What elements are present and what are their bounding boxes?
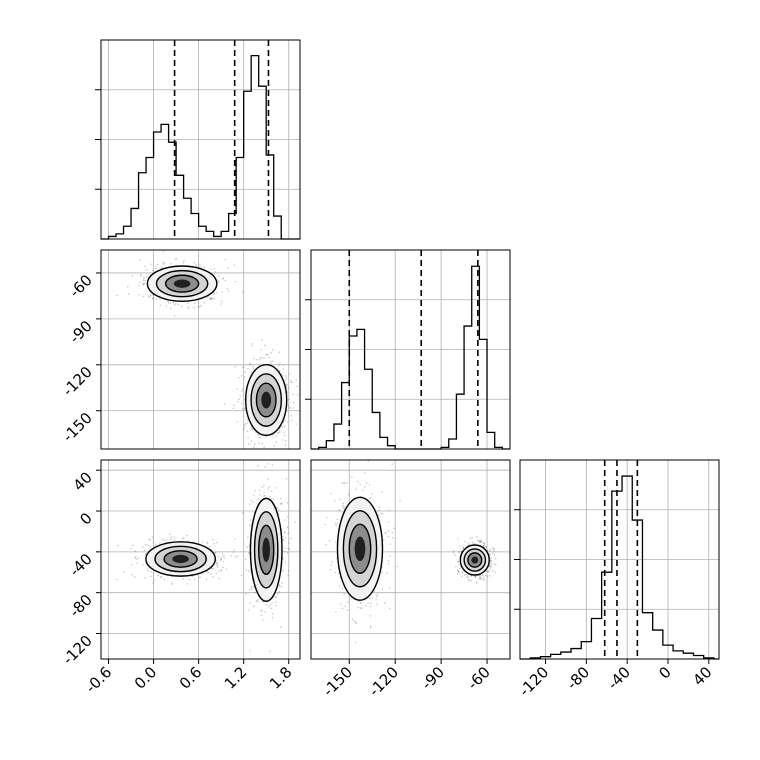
density-0-cluster-1-contour-2 <box>255 382 277 418</box>
x-axis-2-label-3: 0 <box>655 663 674 682</box>
x-axis-0-label-4: 1.8 <box>266 663 296 693</box>
x-axis-2-label-4: 40 <box>689 663 715 689</box>
density-1-frame <box>100 459 301 660</box>
hist-panel-2 <box>514 459 720 660</box>
y-axis-2-label-0: -120 <box>59 632 96 669</box>
hist-2-steps <box>520 475 719 660</box>
x-axis-0-label-2: 0.6 <box>176 663 206 693</box>
density-0-cluster-0-contour-2 <box>164 274 200 293</box>
density-2-cluster-0-fill-3 <box>354 536 366 562</box>
x-axis-1-label-1: -120 <box>365 663 402 700</box>
y-axis-2-label-1: -80 <box>66 591 96 621</box>
y-axis-1-label-2: -90 <box>66 317 96 347</box>
density-1-cluster-0-contour-0 <box>145 541 216 577</box>
density-0-cluster-1-contour-0 <box>245 363 288 437</box>
y-axis-2-label-2: -40 <box>66 550 96 580</box>
density-0-cluster-1-fill-3 <box>261 391 272 409</box>
density-1-cluster-0-fill-3 <box>172 554 189 564</box>
hist-0-frame <box>100 39 301 240</box>
hist-1-steps <box>311 265 510 450</box>
x-axis-1-label-0: -150 <box>319 663 356 700</box>
density-0-cluster-1-contour-1 <box>250 373 283 427</box>
x-axis-2-label-1: -80 <box>563 663 593 693</box>
y-axis-1-label-1: -120 <box>59 363 96 400</box>
density-2-cluster-1-contour-2 <box>467 552 483 568</box>
density-1-cluster-1-contour-2 <box>257 524 275 575</box>
density-panel-1 <box>100 459 301 660</box>
density-1-cluster-1-contour-1 <box>253 511 279 589</box>
density-1-cluster-0-contour-1 <box>154 545 207 573</box>
density-2-cluster-1-contour-0 <box>459 544 490 576</box>
hist-2-frame <box>519 459 720 660</box>
x-axis-1-label-3: -60 <box>464 663 494 693</box>
density-0-cluster-0-fill-3 <box>173 279 191 288</box>
x-axis-2-label-2: -40 <box>604 663 634 693</box>
density-2-frame <box>310 459 511 660</box>
density-2-cluster-0-contour-0 <box>336 496 384 601</box>
density-2-cluster-1-fill-3 <box>471 556 479 564</box>
density-1-cluster-0-contour-2 <box>163 550 198 568</box>
x-axis-0-label-0: -0.6 <box>82 663 115 696</box>
density-0-cluster-0-contour-1 <box>155 269 209 298</box>
density-0-frame <box>100 249 301 450</box>
hist-0-steps <box>101 54 300 240</box>
x-axis-0-label-3: 1.2 <box>221 663 251 693</box>
density-1-cluster-1-contour-0 <box>249 497 283 602</box>
y-axis-1-label-0: -150 <box>59 409 96 446</box>
hist-panel-0 <box>95 39 301 240</box>
density-2-cluster-0-contour-1 <box>342 510 378 588</box>
x-axis-1-label-2: -90 <box>418 663 448 693</box>
density-2-cluster-1-contour-1 <box>463 548 487 572</box>
y-axis-2-label-4: 40 <box>70 468 96 494</box>
density-2-cluster-0-contour-2 <box>348 523 372 574</box>
density-panel-0 <box>100 249 301 450</box>
x-axis-2-label-0: -120 <box>516 663 553 700</box>
x-axis-0-label-1: 0.0 <box>131 663 161 693</box>
y-axis-1-label-3: -60 <box>66 271 96 301</box>
density-panel-2 <box>310 459 511 660</box>
density-1-cluster-1-fill-3 <box>262 537 270 563</box>
density-0-cluster-0-contour-0 <box>146 265 218 303</box>
hist-1-frame <box>310 249 511 450</box>
y-axis-2-label-3: 0 <box>76 509 95 528</box>
hist-panel-1 <box>305 249 511 450</box>
